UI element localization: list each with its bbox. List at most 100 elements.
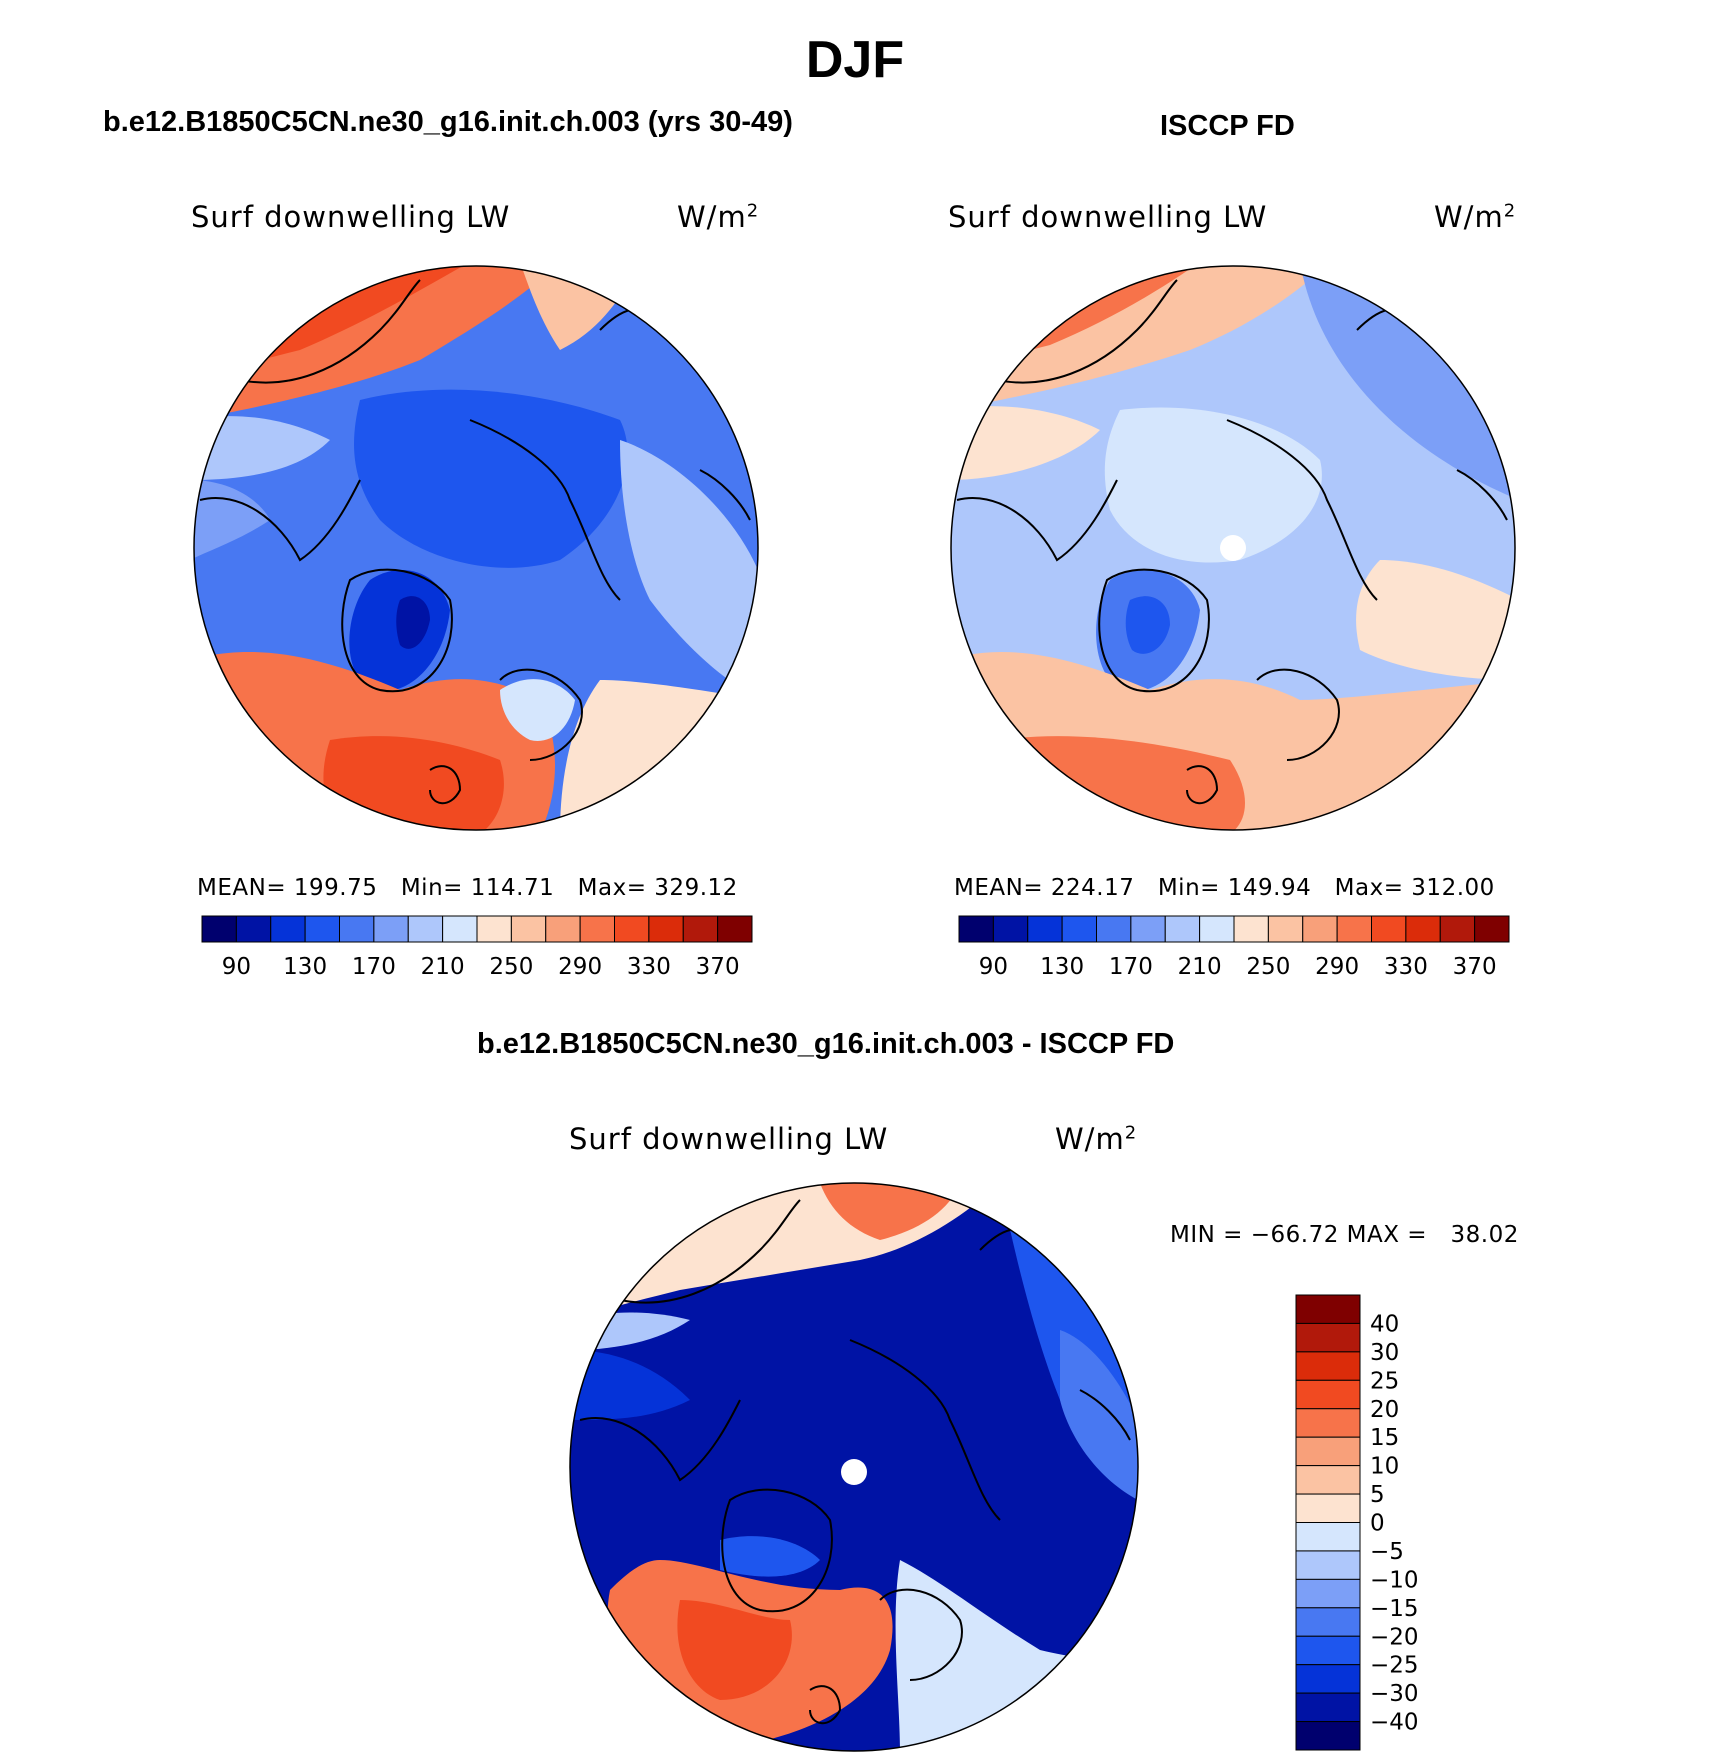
diff-colorbar-box (1295, 1635, 1361, 1666)
model-colorbar: 90 130 170 210 250 290 330 370 (201, 915, 753, 980)
model-greenland-core (396, 596, 430, 649)
obs-panel-title: ISCCP FD (1160, 110, 1295, 142)
model-colorbar-tick-label: 210 (421, 954, 465, 980)
diff-canada (570, 1350, 690, 1420)
model-map-border (193, 265, 759, 831)
model-colorbar-box (545, 915, 581, 943)
diff-coastlines (579, 1199, 1131, 1725)
diff-colorbar-box (1295, 1692, 1361, 1723)
diff-colorbar-tick-label: −5 (1370, 1539, 1404, 1565)
diff-units-exp: 2 (1124, 1122, 1138, 1144)
obs-colorbar-box (1027, 915, 1063, 943)
obs-greenland-core (1125, 596, 1170, 654)
model-colorbar-box (201, 915, 237, 943)
model-units-exp: 2 (746, 200, 760, 222)
diff-colorbar-box (1295, 1379, 1361, 1410)
obs-colorbar-tick-label: 290 (1315, 954, 1359, 980)
model-colorbar-box (339, 915, 375, 943)
model-colorbar-box (235, 915, 272, 943)
diff-colorbar-box (1295, 1322, 1361, 1353)
diff-colorbar-tick-label: 15 (1370, 1425, 1399, 1451)
obs-colorbar-tick-label: 210 (1178, 954, 1222, 980)
diff-minmax: MIN = −66.72 MAX = 38.02 (1170, 1222, 1519, 1248)
obs-max-value: 312.00 (1411, 875, 1495, 901)
diff-colorbar-tick-label: 25 (1370, 1368, 1399, 1394)
obs-units-base: W/m (1434, 200, 1504, 234)
obs-colorbar-tick-label: 130 (1040, 954, 1084, 980)
model-min-label: Min= (400, 875, 463, 901)
model-map (193, 265, 759, 831)
obs-colorbar-box (1405, 915, 1441, 943)
diff-colorbar-tick-label: −10 (1370, 1567, 1419, 1593)
obs-colorbar-box (1267, 915, 1304, 943)
diff-colorbar-tick-label: −40 (1370, 1710, 1419, 1736)
diff-panel-title: b.e12.B1850C5CN.ne30_g16.init.ch.003 - I… (477, 1028, 1175, 1060)
diff-colorbar-tick-label: 40 (1370, 1311, 1399, 1337)
model-panel-title: b.e12.B1850C5CN.ne30_g16.init.ch.003 (yr… (103, 106, 793, 138)
obs-colorbar-box (958, 915, 994, 943)
obs-colorbar-box (1130, 915, 1166, 943)
obs-colorbar-box (1233, 915, 1269, 943)
model-colorbar-tick-label: 90 (222, 954, 251, 980)
diff-units-base: W/m (1055, 1122, 1125, 1156)
obs-colorbar-box (992, 915, 1029, 943)
model-units-label: W/m2 (677, 200, 759, 234)
diff-colorbar-tick-label: −30 (1370, 1681, 1419, 1707)
model-max-label: Max= (577, 875, 647, 901)
obs-stats: MEAN= 224.17 Min= 149.94 Max= 312.00 (954, 875, 1495, 901)
model-colorbar-tick-label: 170 (352, 954, 396, 980)
diff-colorbar-box (1295, 1664, 1361, 1694)
model-colorbar-box (614, 915, 650, 943)
model-colorbar-box (579, 915, 615, 943)
obs-units-exp: 2 (1503, 200, 1517, 222)
diff-colorbar-box (1295, 1493, 1361, 1523)
model-europe-neutral (560, 680, 758, 830)
obs-map (950, 265, 1516, 831)
obs-colorbar-box (1474, 915, 1510, 943)
obs-variable-label: Surf downwelling LW (948, 200, 1268, 234)
diff-colorbar-box (1295, 1550, 1361, 1580)
obs-colorbar-box (1199, 915, 1235, 943)
diff-atlantic-warmer (677, 1600, 792, 1700)
diff-colorbar-tick-label: −15 (1370, 1596, 1419, 1622)
diff-variable-label: Surf downwelling LW (569, 1122, 889, 1156)
model-colorbar-box (476, 915, 512, 943)
obs-colorbar-box (1096, 915, 1132, 943)
model-colorbar-tick-label: 250 (489, 954, 533, 980)
model-variable-label: Surf downwelling LW (191, 200, 511, 234)
obs-pole-hole (1220, 535, 1246, 561)
obs-colorbar-box (1061, 915, 1097, 943)
model-scandinavia (500, 679, 575, 741)
diff-colorbar-box (1295, 1522, 1361, 1552)
diff-colorbar-tick-label: −20 (1370, 1624, 1419, 1650)
model-colorbar-box (270, 915, 306, 943)
diff-colorbar-tick-label: 10 (1370, 1454, 1399, 1480)
model-colorbar-tick-label: 130 (283, 954, 327, 980)
diff-colorbar-box (1295, 1351, 1361, 1381)
obs-mean-value: 224.17 (1050, 875, 1135, 901)
obs-mean-label: MEAN= (954, 875, 1044, 901)
diff-colorbar-box (1295, 1294, 1361, 1324)
model-mean-value: 199.75 (293, 875, 378, 901)
diff-colorbar-box (1295, 1607, 1361, 1637)
obs-colorbar-box (1336, 915, 1372, 943)
model-colorbar-box (304, 915, 340, 943)
obs-max-label: Max= (1334, 875, 1404, 901)
model-colorbar-tick-label: 370 (696, 954, 740, 980)
diff-siberia-lighter (1060, 1330, 1138, 1500)
obs-min-value: 149.94 (1227, 875, 1312, 901)
obs-units-label: W/m2 (1434, 200, 1516, 234)
model-units-base: W/m (677, 200, 747, 234)
obs-min-label: Min= (1157, 875, 1220, 901)
diff-pole-hole (841, 1459, 867, 1485)
obs-colorbar-box (1371, 915, 1407, 943)
obs-colorbar-box (1439, 915, 1476, 943)
diff-colorbar-box (1295, 1436, 1361, 1467)
obs-europe-neutral (1356, 560, 1515, 680)
model-colorbar-box (442, 915, 478, 943)
diff-map (569, 1182, 1139, 1752)
obs-colorbar-tick-label: 370 (1453, 954, 1497, 980)
model-colorbar-tick-label: 290 (558, 954, 602, 980)
model-colorbar-box (717, 915, 753, 943)
